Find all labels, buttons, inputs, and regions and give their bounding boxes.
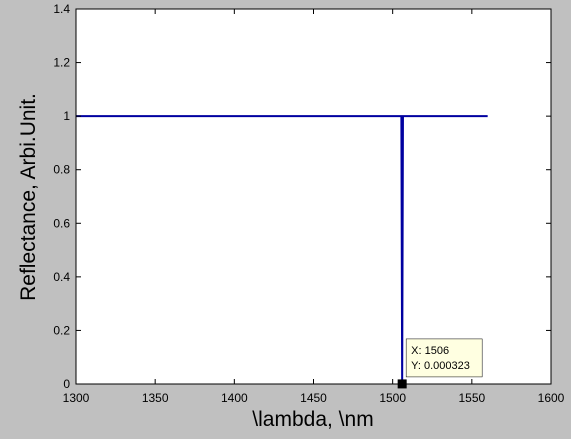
y-tick-label: 0	[63, 377, 70, 391]
x-tick-label: 1500	[379, 391, 406, 405]
x-tick-label: 1600	[538, 391, 565, 405]
datatip-marker[interactable]	[397, 379, 407, 389]
y-tick-label: 1.4	[53, 2, 70, 16]
x-tick-label: 1550	[458, 391, 485, 405]
datatip-box	[405, 338, 483, 378]
y-tick-label: 0.2	[53, 323, 70, 337]
y-tick-label: 1.2	[53, 56, 70, 70]
x-axis-ticks: 1300 1350 1400 1450 1500 1550 1600	[63, 9, 565, 405]
datatip-y-label: Y: 0.000323	[411, 360, 470, 372]
y-tick-label: 1	[63, 109, 70, 123]
y-tick-label: 0.4	[53, 270, 70, 284]
datatip-x-label: X: 1506	[411, 345, 449, 357]
y-axis-ticks: 0 0.2 0.4 0.6 0.8 1 1.2 1.4	[53, 2, 551, 391]
y-axis-title: Reflectance, Arbi.Unit.	[17, 93, 40, 301]
x-tick-label: 1450	[300, 391, 327, 405]
datatip[interactable]: X: 1506 Y: 0.000323	[397, 338, 483, 389]
x-tick-label: 1400	[221, 391, 248, 405]
x-axis-title: \lambda, \nm	[252, 408, 373, 431]
plot-area	[76, 9, 551, 384]
x-tick-label: 1350	[142, 391, 169, 405]
y-tick-label: 0.8	[53, 163, 70, 177]
x-tick-label: 1300	[63, 391, 90, 405]
y-tick-label: 0.6	[53, 216, 70, 230]
